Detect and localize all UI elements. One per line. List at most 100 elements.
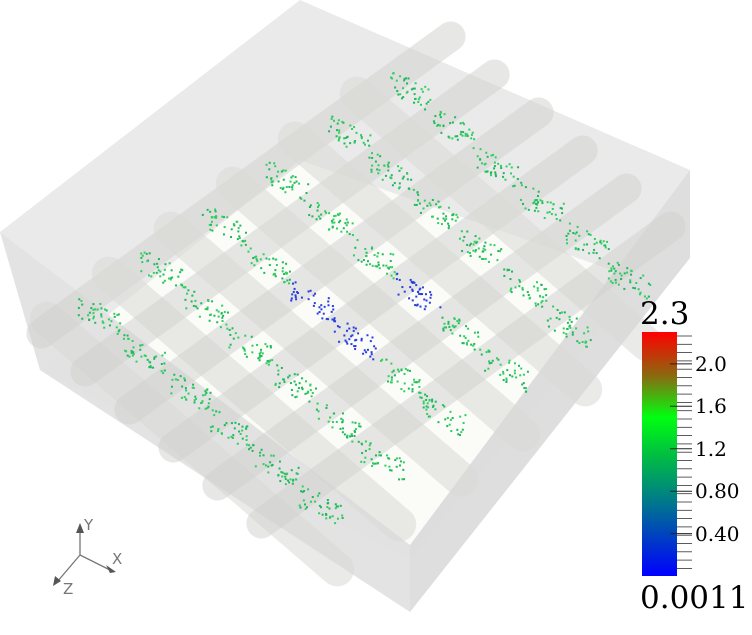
particle-point <box>649 283 652 286</box>
particle-point <box>451 332 454 335</box>
particle-point <box>160 370 163 373</box>
particle-point <box>92 315 95 318</box>
particle-point <box>163 362 166 365</box>
particle-point <box>381 358 384 361</box>
color-bar-max-label: 2.3 <box>640 296 690 332</box>
particle-point <box>336 505 339 508</box>
particle-point <box>349 142 352 145</box>
particle-point <box>277 474 280 477</box>
particle-point <box>521 288 524 291</box>
particle-point <box>423 199 426 202</box>
particle-point <box>438 206 441 209</box>
particle-point <box>509 374 512 377</box>
particle-point <box>439 124 442 127</box>
particle-point <box>449 418 452 421</box>
particle-point <box>546 201 549 204</box>
particle-point <box>290 176 293 179</box>
particle-point <box>249 247 252 250</box>
particle-point <box>440 131 443 134</box>
particle-point <box>245 427 248 430</box>
particle-point <box>524 186 527 189</box>
particle-point <box>343 433 346 436</box>
particle-point <box>297 387 300 390</box>
particle-point <box>360 337 363 340</box>
particle-point <box>393 182 396 185</box>
particle-point <box>266 360 269 363</box>
particle-point <box>459 122 462 125</box>
particle-point <box>464 134 467 137</box>
particle-point <box>370 247 373 250</box>
particle-point <box>477 331 480 334</box>
particle-point <box>173 373 176 376</box>
particle-point <box>234 332 237 335</box>
particle-point <box>540 301 543 304</box>
particle-point <box>376 153 379 156</box>
particle-point <box>256 343 259 346</box>
particle-point <box>541 305 544 308</box>
particle-point <box>325 406 328 409</box>
particle-point <box>490 361 493 364</box>
particle-point <box>259 258 262 261</box>
particle-point <box>280 366 283 369</box>
particle-point <box>122 337 125 340</box>
color-bar-tick-label: 0.40 <box>695 521 740 546</box>
particle-point <box>338 221 341 224</box>
particle-point <box>304 380 307 383</box>
particle-point <box>238 430 241 433</box>
particle-point <box>387 165 390 168</box>
particle-point <box>518 364 521 367</box>
particle-point <box>439 113 442 116</box>
particle-point <box>256 260 259 263</box>
particle-point <box>431 398 434 401</box>
particle-point <box>223 424 226 427</box>
particle-point <box>281 471 284 474</box>
particle-point <box>317 215 320 218</box>
particle-point <box>185 389 188 392</box>
particle-point <box>239 224 242 227</box>
particle-point <box>217 315 220 318</box>
particle-point <box>211 300 214 303</box>
particle-point <box>447 320 450 323</box>
particle-point <box>368 156 371 159</box>
particle-point <box>427 415 430 418</box>
particle-point <box>338 212 341 215</box>
particle-point <box>333 119 336 122</box>
particle-point <box>575 317 578 320</box>
particle-point <box>367 139 370 142</box>
particle-point <box>431 405 434 408</box>
particle-point <box>545 294 548 297</box>
particle-point <box>519 198 522 201</box>
particle-point <box>243 348 246 351</box>
particle-point <box>315 387 318 390</box>
particle-point <box>215 410 218 413</box>
particle-point <box>226 216 229 219</box>
particle-point <box>275 258 278 261</box>
particle-point <box>87 314 90 317</box>
particle-point <box>316 202 319 205</box>
particle-point <box>164 263 167 266</box>
particle-point <box>320 308 323 311</box>
particle-point <box>391 184 394 187</box>
particle-point <box>291 293 294 296</box>
particle-point <box>451 214 454 217</box>
particle-point <box>470 133 473 136</box>
particle-point <box>336 325 339 328</box>
particle-point <box>171 378 174 381</box>
particle-point <box>132 346 135 349</box>
particle-point <box>418 292 421 295</box>
particle-point <box>417 199 420 202</box>
particle-point <box>532 202 535 205</box>
particle-point <box>282 178 285 181</box>
particle-point <box>425 398 428 401</box>
particle-point <box>237 336 240 339</box>
particle-point <box>390 174 393 177</box>
particle-point <box>397 165 400 168</box>
particle-point <box>92 303 95 306</box>
particle-point <box>155 271 158 274</box>
particle-point <box>377 263 380 266</box>
particle-point <box>411 289 414 292</box>
particle-point <box>282 378 285 381</box>
particle-point <box>403 372 406 375</box>
particle-point <box>484 248 487 251</box>
